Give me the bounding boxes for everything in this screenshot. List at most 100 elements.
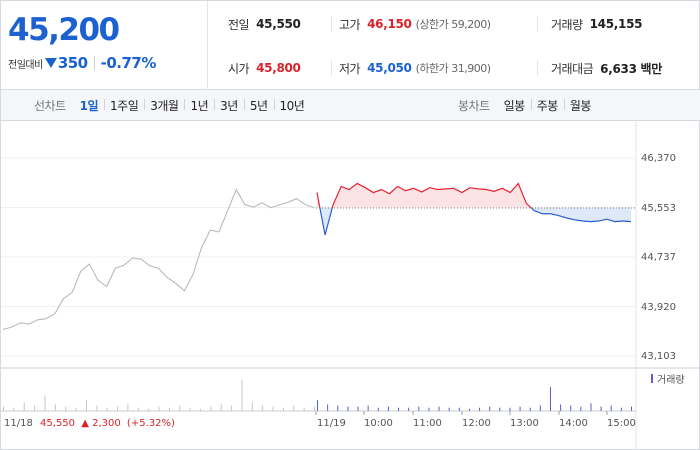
volume-bar	[499, 407, 501, 411]
volume-bar	[489, 406, 491, 411]
tab-5year[interactable]: 5년	[243, 97, 274, 114]
volume-bar	[148, 408, 150, 411]
amount-label: 거래대금	[551, 61, 594, 76]
x-tick-label: 12:00	[462, 418, 491, 429]
prev-close-label: 전일	[228, 17, 250, 32]
divider	[537, 60, 538, 76]
volume-label: 거래량	[551, 17, 583, 32]
open-price: 시가 45,800	[228, 59, 301, 77]
low-price: 저가 45,050 (하한가 31,900)	[339, 59, 491, 77]
change-percent: -0.77%	[100, 54, 157, 72]
volume-bar	[570, 405, 572, 411]
tab-monthly-candle[interactable]: 월봉	[563, 97, 597, 114]
y-tick-label: 45,553	[641, 203, 676, 214]
x-tick-label: 14:00	[559, 418, 588, 429]
high-value: 46,150	[367, 17, 412, 31]
x-tick-label: 10:00	[364, 418, 393, 429]
prev-day-close: 45,550	[40, 418, 75, 429]
volume-bar	[3, 406, 4, 411]
volume-bar	[75, 407, 77, 411]
volume-bar	[251, 402, 253, 411]
change-label: 전일대비	[8, 59, 43, 71]
volume-bar	[549, 386, 551, 411]
area-above-reference	[317, 183, 532, 208]
chart-period-bar: 선차트 1일 1주일 3개월 1년 3년 5년 10년 봉차트 일봉 주봉 월봉	[1, 90, 700, 121]
volume-bar	[438, 406, 440, 411]
price-chart-svg: 46,370 45,553 44,737 43,920 43,103 거래량 1…	[1, 121, 700, 450]
series-line-11-19-down	[319, 207, 632, 236]
x-axis	[315, 411, 608, 415]
prev-close: 전일 45,550	[228, 15, 301, 33]
high-label: 고가	[339, 17, 361, 32]
upper-limit: (상한가 59,200)	[415, 18, 491, 31]
divider	[331, 16, 332, 32]
price-chart: 46,370 45,553 44,737 43,920 43,103 거래량 1…	[1, 121, 700, 450]
volume-value: 145,155	[589, 17, 643, 31]
tab-1day[interactable]: 1일	[79, 99, 99, 113]
volume-bar	[303, 407, 305, 411]
quote-summary: 45,200 전일대비 350 -0.77% 전일 45,550 고가 46,1…	[1, 1, 700, 90]
up-triangle-icon: ▲	[81, 418, 89, 429]
volume-bar	[418, 406, 420, 411]
volume-bar	[199, 408, 201, 411]
volume-bar	[241, 380, 243, 411]
tab-3year[interactable]: 3년	[214, 97, 244, 114]
volume-bar	[560, 404, 562, 411]
tab-3month[interactable]: 3개월	[144, 97, 184, 114]
volume-bar	[65, 406, 67, 411]
y-tick-label: 44,737	[641, 252, 676, 263]
volume-bar	[282, 407, 284, 411]
volume-bar	[106, 407, 108, 411]
low-label: 저가	[339, 61, 361, 76]
volume-bar	[631, 406, 632, 411]
down-triangle-icon	[44, 58, 57, 68]
volume-bar	[519, 406, 521, 411]
volume-bar	[34, 405, 36, 411]
volume-bar	[580, 406, 582, 411]
volume-bar	[54, 404, 56, 411]
volume-bar	[367, 405, 369, 411]
area-below-reference	[317, 207, 631, 235]
volume-bar	[428, 407, 430, 411]
lower-limit: (하한가 31,900)	[415, 62, 491, 75]
volume-bar	[479, 407, 481, 411]
volume-bar	[357, 406, 359, 411]
volume-bar	[620, 407, 622, 411]
volume-bar	[590, 403, 592, 411]
high-price: 고가 46,150 (상한가 59,200)	[339, 15, 491, 33]
volume-bar	[314, 406, 315, 411]
tab-daily-candle[interactable]: 일봉	[503, 99, 526, 113]
y-tick-label: 46,370	[641, 153, 676, 164]
volume-bar	[327, 404, 329, 411]
volume-bar	[137, 407, 139, 411]
candle-chart-tabs: 봉차트 일봉 주봉 월봉	[458, 90, 597, 121]
tab-weekly-candle[interactable]: 주봉	[530, 97, 564, 114]
tab-1week[interactable]: 1주일	[104, 97, 144, 114]
volume-bar	[220, 404, 222, 411]
divider	[537, 16, 538, 32]
line-chart-label: 선차트	[34, 99, 66, 113]
volume-bar	[600, 406, 602, 411]
volume: 거래량 145,155	[551, 15, 642, 33]
volume-bar	[539, 405, 541, 411]
line-chart-tabs: 선차트 1일 1주일 3개월 1년 3년 5년 10년	[34, 90, 310, 121]
y-tick-label: 43,920	[641, 302, 676, 313]
volume-bar	[347, 406, 349, 411]
prev-day-percent: (+5.32%)	[127, 418, 175, 429]
x-tick-label: 11:00	[413, 418, 442, 429]
divider	[331, 60, 332, 76]
y-axis-labels: 46,370 45,553 44,737 43,920 43,103	[641, 153, 676, 362]
volume-bar	[293, 405, 295, 411]
volume-bar	[398, 407, 400, 411]
tab-1year[interactable]: 1년	[184, 97, 214, 114]
tab-10year[interactable]: 10년	[273, 97, 311, 114]
x-tick-label: 11/19	[317, 418, 346, 429]
series-layer	[2, 182, 632, 330]
volume-bar	[337, 405, 339, 411]
volume-bar	[448, 407, 450, 411]
volume-bar	[317, 400, 318, 411]
volume-bar	[509, 407, 511, 411]
volume-bar	[179, 405, 181, 411]
volume-bar	[272, 406, 274, 411]
